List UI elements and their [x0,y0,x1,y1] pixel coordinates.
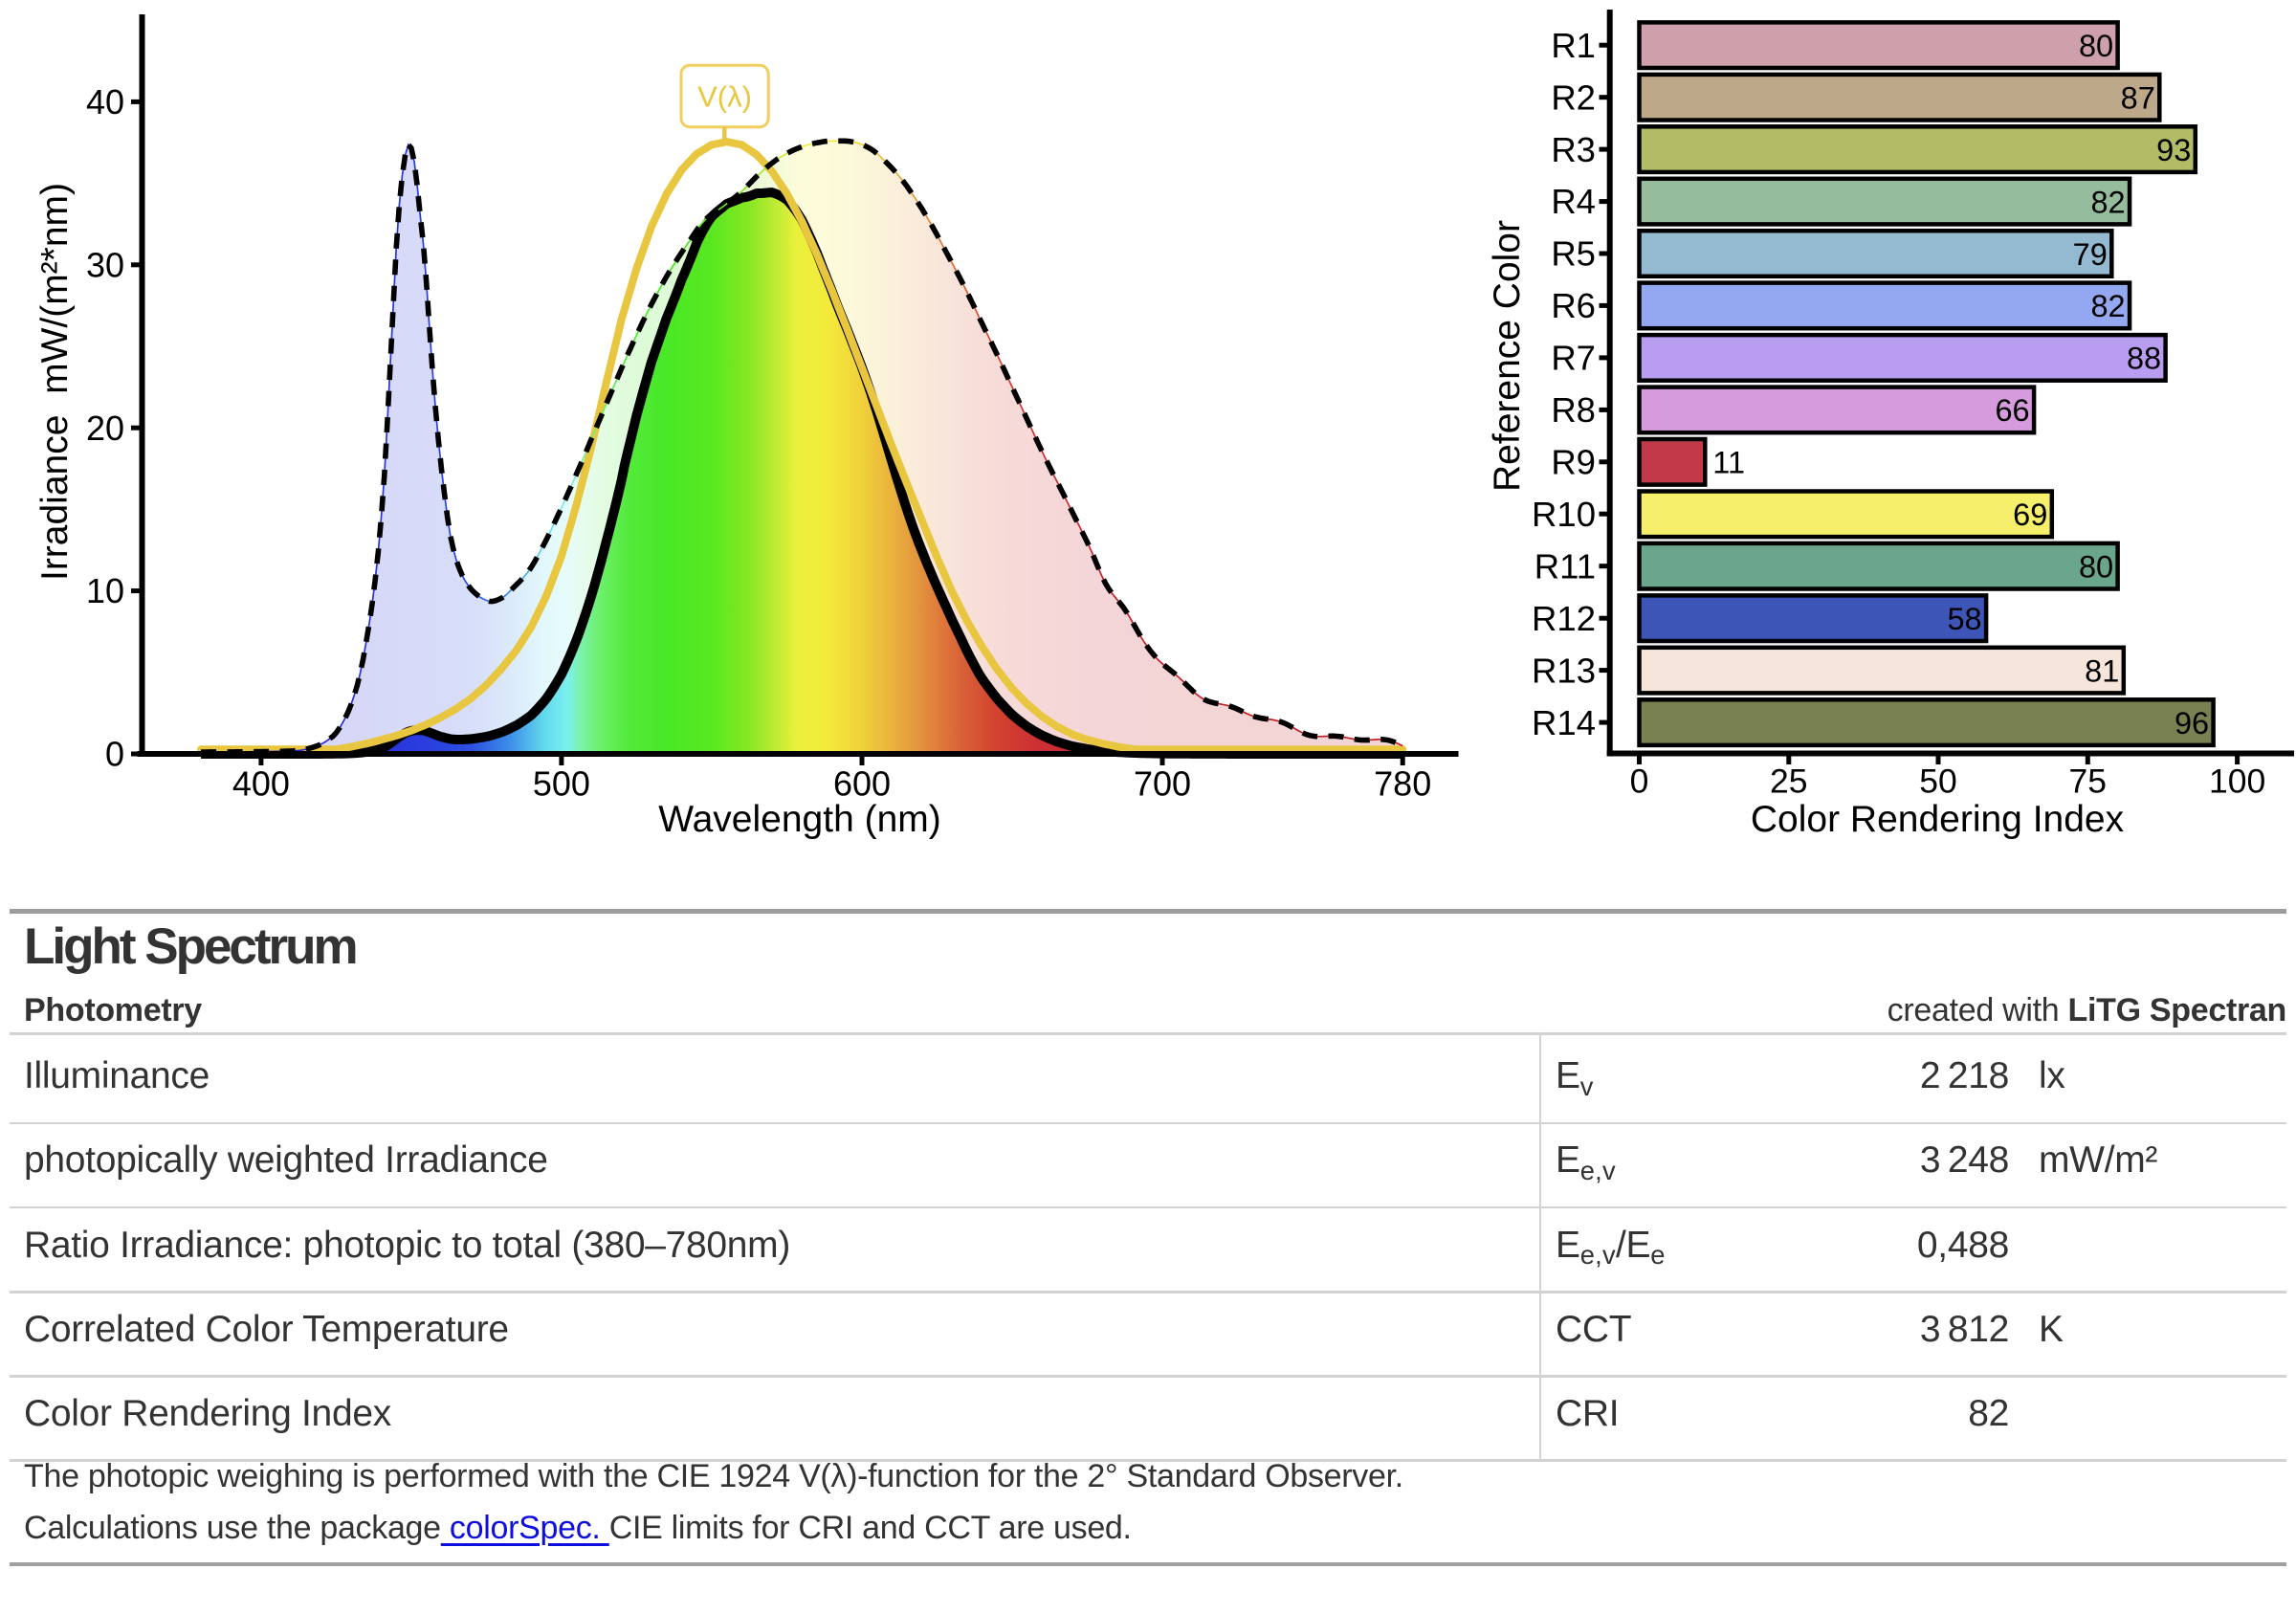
svg-text:50: 50 [1919,763,1957,801]
svg-text:Wavelength (nm): Wavelength (nm) [658,799,941,840]
svg-text:80: 80 [2079,550,2113,585]
svg-text:R11: R11 [1534,546,1596,586]
svg-text:Irradiance mW/(m²*nm): Irradiance mW/(m²*nm) [34,183,76,581]
svg-text:R14: R14 [1532,703,1596,742]
svg-text:82: 82 [2090,185,2125,219]
svg-text:R4: R4 [1551,182,1596,221]
svg-text:82: 82 [2090,289,2125,323]
svg-text:20: 20 [86,409,124,448]
svg-text:Color Rendering Index: Color Rendering Index [1751,799,2125,840]
svg-text:10: 10 [86,571,124,610]
svg-text:R8: R8 [1551,390,1596,430]
svg-text:40: 40 [86,82,124,122]
svg-text:Reference Color: Reference Color [1487,220,1528,492]
svg-text:R7: R7 [1551,339,1596,378]
svg-text:87: 87 [2121,81,2155,116]
svg-text:600: 600 [833,764,891,804]
svg-text:V(λ): V(λ) [697,80,752,114]
svg-text:0: 0 [1630,763,1649,801]
svg-text:93: 93 [2156,133,2191,167]
svg-text:700: 700 [1134,764,1191,804]
svg-text:79: 79 [2073,237,2108,272]
svg-text:75: 75 [2069,763,2108,801]
svg-text:69: 69 [2013,497,2047,532]
svg-text:R5: R5 [1551,234,1596,274]
svg-text:58: 58 [1947,602,1981,636]
svg-text:R12: R12 [1532,599,1596,638]
svg-text:R6: R6 [1551,286,1596,325]
svg-text:66: 66 [1995,393,2029,428]
svg-text:400: 400 [232,764,290,804]
svg-text:96: 96 [2175,706,2209,741]
svg-text:11: 11 [1712,446,1745,480]
svg-text:25: 25 [1770,763,1808,801]
svg-text:R13: R13 [1532,651,1596,690]
svg-text:R3: R3 [1551,130,1596,169]
svg-text:80: 80 [2079,29,2113,63]
svg-text:100: 100 [2209,763,2265,801]
svg-text:R9: R9 [1551,443,1596,482]
svg-text:R1: R1 [1551,26,1596,65]
svg-text:R2: R2 [1551,77,1596,117]
svg-text:81: 81 [2085,653,2119,688]
svg-text:88: 88 [2127,342,2161,376]
svg-text:780: 780 [1374,764,1431,804]
svg-text:500: 500 [533,764,590,804]
svg-text:R10: R10 [1532,495,1596,534]
svg-text:0: 0 [105,735,124,774]
svg-text:30: 30 [86,245,124,284]
